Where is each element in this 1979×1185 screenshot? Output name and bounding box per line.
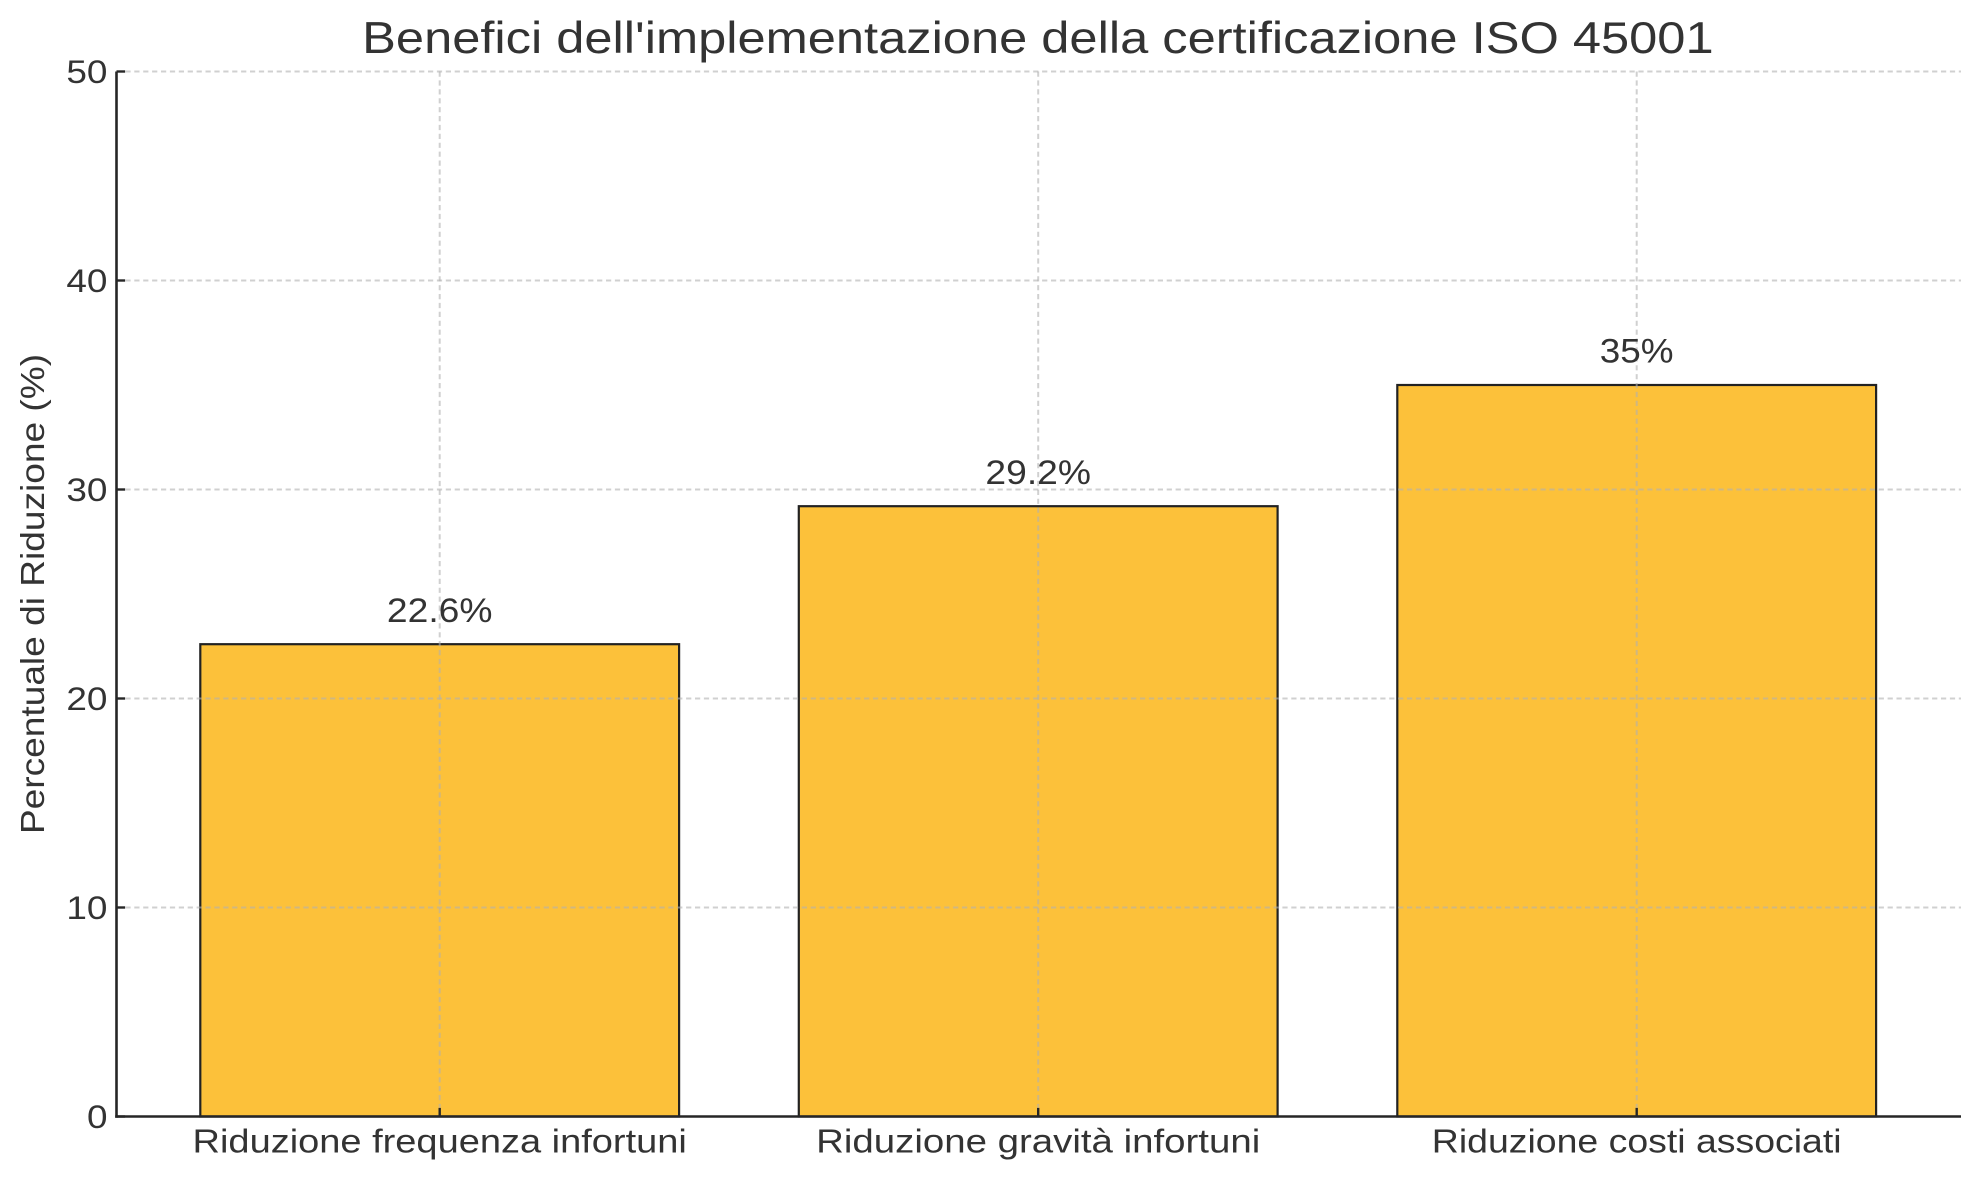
svg-text:30: 30 [66,472,107,508]
svg-text:Benefici dell'implementazione: Benefici dell'implementazione della cert… [362,14,1713,63]
svg-text:50: 50 [66,54,107,90]
svg-text:20: 20 [66,681,107,717]
svg-text:0: 0 [87,1099,108,1135]
svg-text:10: 10 [66,890,107,926]
svg-text:Riduzione gravità infortuni: Riduzione gravità infortuni [816,1124,1260,1161]
svg-text:Riduzione frequenza infortuni: Riduzione frequenza infortuni [193,1124,687,1161]
svg-text:29.2%: 29.2% [985,454,1091,492]
svg-text:Riduzione costi associati: Riduzione costi associati [1432,1124,1842,1161]
svg-text:35%: 35% [1600,333,1674,371]
svg-text:22.6%: 22.6% [387,592,493,630]
svg-text:Percentuale di Riduzione (%): Percentuale di Riduzione (%) [15,354,52,834]
svg-text:40: 40 [66,263,107,299]
